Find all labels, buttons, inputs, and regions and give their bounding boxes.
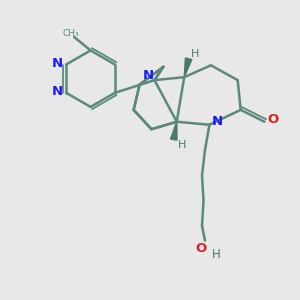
Text: CH₃: CH₃ bbox=[63, 29, 80, 38]
Text: N: N bbox=[52, 57, 63, 70]
Text: O: O bbox=[267, 113, 278, 126]
Text: O: O bbox=[195, 242, 206, 256]
Text: N: N bbox=[143, 69, 154, 82]
Polygon shape bbox=[184, 58, 192, 77]
Polygon shape bbox=[171, 122, 177, 140]
Text: N: N bbox=[211, 115, 222, 128]
Text: H: H bbox=[178, 140, 186, 150]
Text: H: H bbox=[191, 49, 200, 59]
Text: H: H bbox=[212, 248, 221, 260]
Text: N: N bbox=[52, 85, 63, 98]
